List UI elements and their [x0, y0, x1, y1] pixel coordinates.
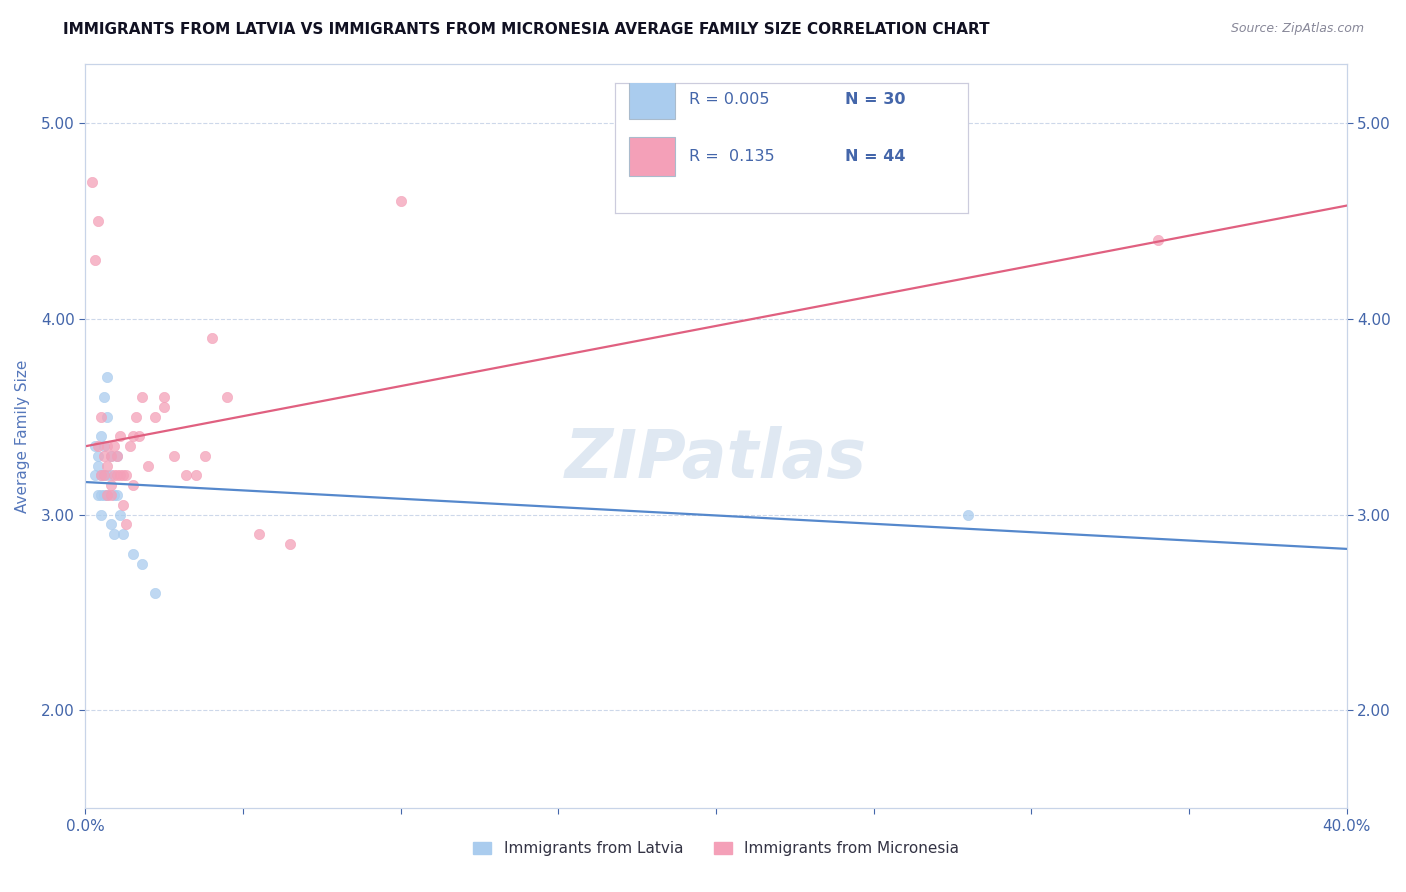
Point: [90, 488, 112, 502]
Point: [105, 488, 128, 502]
Point: [93, 449, 115, 463]
Point: [100, 449, 122, 463]
Point: [103, 468, 125, 483]
Point: [87, 458, 110, 473]
Point: [83, 252, 105, 267]
Point: [87, 439, 110, 453]
Point: [93, 390, 115, 404]
Point: [90, 508, 112, 522]
Point: [184, 468, 207, 483]
Point: [105, 468, 128, 483]
Point: [105, 449, 128, 463]
Point: [93, 488, 115, 502]
Text: ZIPatlas: ZIPatlas: [565, 425, 868, 491]
Point: [128, 429, 150, 443]
Y-axis label: Average Family Size: Average Family Size: [15, 359, 30, 513]
Point: [83, 439, 105, 453]
Point: [90, 409, 112, 424]
Point: [121, 478, 143, 492]
Point: [176, 468, 198, 483]
Point: [96, 488, 118, 502]
Text: IMMIGRANTS FROM LATVIA VS IMMIGRANTS FROM MICRONESIA AVERAGE FAMILY SIZE CORRELA: IMMIGRANTS FROM LATVIA VS IMMIGRANTS FRO…: [63, 22, 990, 37]
Point: [153, 400, 176, 414]
Point: [121, 429, 143, 443]
Point: [100, 478, 122, 492]
Point: [1146, 233, 1168, 247]
Point: [108, 508, 131, 522]
Point: [93, 468, 115, 483]
Point: [90, 468, 112, 483]
Point: [115, 468, 138, 483]
Point: [93, 468, 115, 483]
Point: [80, 175, 103, 189]
Point: [112, 498, 135, 512]
Point: [96, 458, 118, 473]
Point: [103, 439, 125, 453]
Point: [153, 390, 176, 404]
Point: [389, 194, 412, 209]
Point: [103, 527, 125, 541]
Point: [87, 488, 110, 502]
Point: [100, 468, 122, 483]
Point: [87, 213, 110, 227]
Point: [93, 439, 115, 453]
Point: [125, 409, 148, 424]
Point: [90, 429, 112, 443]
Point: [96, 370, 118, 384]
Point: [247, 527, 270, 541]
Point: [87, 449, 110, 463]
Point: [163, 449, 186, 463]
Point: [194, 449, 217, 463]
Point: [131, 557, 153, 571]
Point: [108, 468, 131, 483]
Point: [217, 390, 239, 404]
Point: [96, 409, 118, 424]
Point: [90, 468, 112, 483]
Point: [96, 439, 118, 453]
Point: [96, 468, 118, 483]
Point: [118, 439, 141, 453]
Point: [103, 488, 125, 502]
Text: Source: ZipAtlas.com: Source: ZipAtlas.com: [1230, 22, 1364, 36]
Point: [108, 429, 131, 443]
Point: [143, 586, 166, 600]
Point: [200, 331, 222, 345]
Point: [131, 390, 153, 404]
Point: [105, 449, 128, 463]
Point: [100, 517, 122, 532]
Point: [83, 468, 105, 483]
Point: [138, 458, 160, 473]
Legend: Immigrants from Latvia, Immigrants from Micronesia: Immigrants from Latvia, Immigrants from …: [465, 834, 967, 864]
Point: [100, 488, 122, 502]
Point: [112, 527, 135, 541]
Point: [121, 547, 143, 561]
Point: [100, 449, 122, 463]
Point: [115, 517, 138, 532]
Point: [96, 488, 118, 502]
Point: [280, 537, 302, 551]
Point: [112, 468, 135, 483]
Point: [957, 508, 980, 522]
Point: [143, 409, 166, 424]
